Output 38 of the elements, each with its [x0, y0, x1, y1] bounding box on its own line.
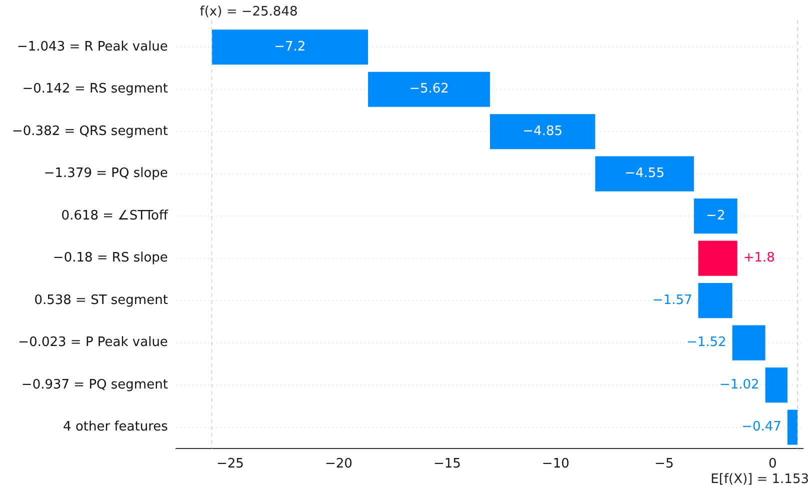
data-label: −5.62: [409, 82, 449, 97]
y-tick-label: 0.618 = ∠STToff: [61, 208, 169, 224]
bar: [490, 114, 596, 150]
data-label: +1.8: [743, 250, 775, 266]
data-label: −1.52: [686, 335, 726, 350]
x-tick-label: −5: [654, 456, 674, 472]
bar: [212, 30, 368, 65]
x-tick-label: −10: [542, 456, 570, 472]
ref-line-label: f(x) = −25.848: [200, 4, 298, 20]
data-label: −1.02: [719, 377, 760, 392]
y-tick-label: −0.142 = RS segment: [22, 82, 168, 97]
bar: [698, 240, 738, 276]
x-tick-label: −25: [216, 456, 244, 472]
bar: [732, 325, 766, 360]
y-tick-label: −0.023 = P Peak value: [18, 335, 168, 350]
bar: [765, 368, 788, 403]
bar: [368, 72, 490, 107]
y-tick-label: −1.379 = PQ slope: [44, 166, 168, 182]
data-label: −4.55: [624, 166, 664, 182]
bar: [595, 156, 694, 192]
data-label: −0.47: [742, 420, 782, 435]
data-label: −7.2: [274, 39, 306, 54]
y-tick-label: −0.937 = PQ segment: [21, 377, 168, 392]
data-label: −1.57: [652, 292, 692, 308]
data-label: −2: [706, 208, 726, 224]
x-tick-label: 0: [768, 456, 777, 472]
x-tick-label: −15: [433, 456, 461, 472]
y-tick-label: −1.043 = R Peak value: [16, 39, 168, 54]
data-label: −4.85: [522, 124, 563, 139]
ref-line-label: E[f(X)] = 1.153: [710, 472, 809, 487]
bar: [698, 283, 732, 318]
x-tick-label: −20: [324, 456, 352, 472]
y-tick-label: 0.538 = ST segment: [34, 292, 168, 308]
bar: [787, 410, 798, 445]
y-tick-label: −0.18 = RS slope: [52, 250, 168, 266]
bar: [694, 198, 738, 234]
y-tick-label: −0.382 = QRS segment: [12, 124, 168, 139]
y-tick-label: 4 other features: [63, 420, 168, 435]
